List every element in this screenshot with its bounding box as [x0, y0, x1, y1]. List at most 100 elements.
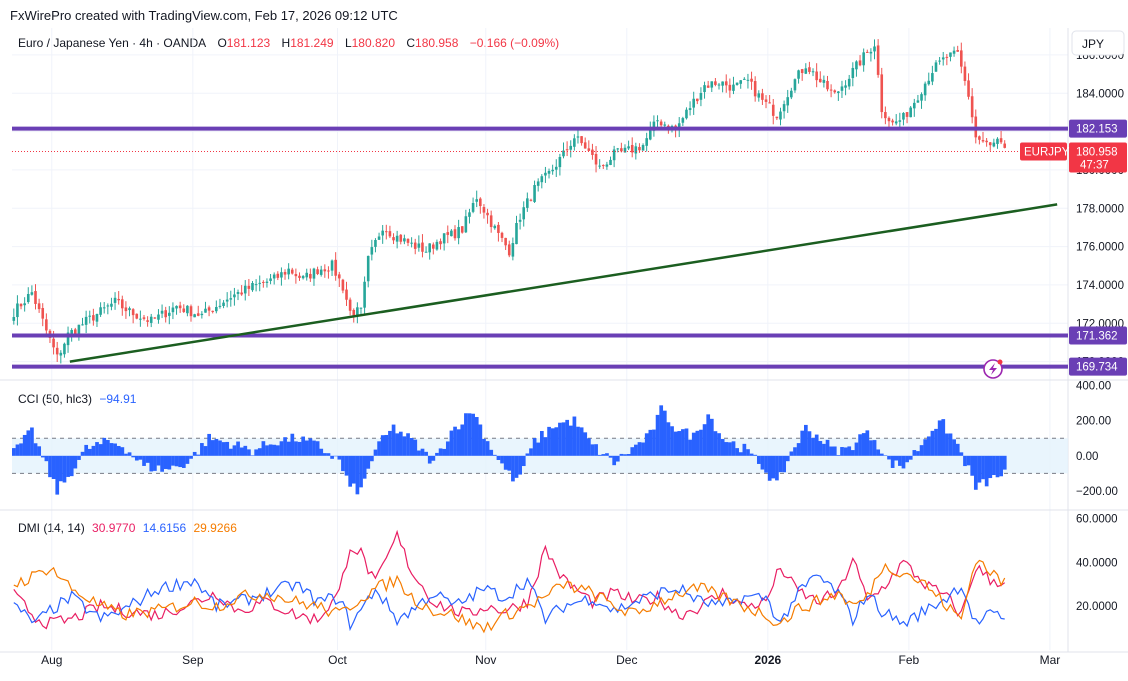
candle-body [63, 343, 66, 355]
candle-body [168, 312, 171, 316]
cci-bar [731, 441, 736, 456]
candle-body [301, 276, 305, 279]
cci-bar [706, 414, 711, 456]
candle-body [721, 81, 724, 86]
candle-body [558, 156, 562, 168]
cci-bar [746, 449, 750, 456]
cci-bar [384, 434, 389, 456]
cci-bar [232, 445, 237, 456]
price-legend: Euro / Japanese Yen · 4h · OANDA O181.12… [18, 36, 563, 50]
candle-body [710, 81, 714, 88]
open-value: O181.123 [217, 36, 274, 50]
candle-body [743, 78, 746, 80]
candle-body [876, 45, 880, 75]
candle-body [337, 274, 341, 279]
candle-body [178, 305, 182, 309]
price-tick-label: 174.0000 [1076, 280, 1124, 292]
candle-body [511, 243, 515, 257]
candle-body [529, 199, 533, 201]
cci-bar [547, 426, 551, 456]
level-tag-label: 171.362 [1076, 330, 1118, 342]
cci-bar [174, 455, 179, 467]
candle-body [193, 314, 196, 318]
cci-bar [134, 455, 139, 461]
currency-button[interactable]: JPY [1071, 30, 1125, 56]
candle-body [215, 306, 218, 312]
cci-bar [662, 410, 667, 456]
candle-body [623, 147, 627, 153]
candle-body [19, 303, 23, 307]
candle-body [482, 207, 486, 213]
candle-body [685, 109, 688, 119]
dmi-plus-value: 30.9770 [92, 521, 136, 535]
cci-pane[interactable] [12, 405, 1068, 495]
candle-body [779, 111, 782, 120]
cci-bar [326, 453, 331, 456]
candle-body [23, 303, 26, 306]
candle-body [392, 237, 395, 241]
candle-body [923, 83, 927, 96]
cci-bar [699, 429, 703, 456]
low-value: L180.820 [345, 36, 399, 50]
cci-bar [825, 439, 830, 456]
candle-body [77, 324, 81, 334]
price-pane[interactable] [12, 39, 1068, 369]
candle-body [269, 278, 272, 281]
cci-bar [276, 445, 280, 456]
cci-value: −94.91 [99, 392, 137, 406]
cci-bar [221, 442, 226, 456]
candle-body [822, 79, 826, 83]
cci-bar [427, 455, 432, 464]
candle-body [319, 269, 323, 275]
cci-bar [323, 453, 327, 456]
candle-body [840, 86, 844, 91]
cci-bar [854, 442, 859, 456]
cci-bar [713, 431, 718, 456]
candle-body [616, 148, 620, 150]
cci-bar [937, 420, 942, 456]
candle-body [356, 307, 359, 316]
cci-bar [297, 441, 302, 456]
cci-bar [793, 447, 797, 456]
change-value: −0.166 (−0.09%) [469, 36, 560, 50]
cci-bar [847, 446, 852, 456]
close-value: C180.958 [406, 36, 462, 50]
cci-bar [529, 448, 533, 456]
candle-body [374, 239, 377, 247]
cci-bar [966, 455, 971, 466]
cci-bar [916, 451, 920, 456]
candle-body [381, 230, 384, 236]
cci-bar [279, 441, 284, 456]
candle-body [757, 93, 761, 98]
cci-bar [630, 447, 635, 456]
cci-bar [659, 405, 664, 456]
candle-body [106, 305, 110, 307]
symbol-title[interactable]: Euro / Japanese Yen · 4h · OANDA [18, 36, 207, 50]
cci-bar [214, 438, 219, 456]
candle-body [988, 142, 992, 146]
lightning-icon[interactable] [983, 359, 1003, 379]
cci-bar [120, 447, 125, 456]
cci-bar [554, 427, 559, 456]
candle-body [851, 67, 855, 79]
cci-bar [55, 455, 60, 495]
candle-body [898, 120, 902, 122]
cci-bar [691, 432, 696, 456]
candle-body [428, 243, 431, 253]
candle-body [34, 291, 37, 304]
candle-body [334, 259, 337, 276]
cci-bar [901, 455, 906, 469]
cci-bar [290, 433, 295, 456]
candle-body [247, 285, 251, 289]
cci-bar [514, 455, 519, 478]
cci-bar [471, 413, 475, 456]
candle-body [905, 112, 909, 117]
cci-bar [684, 428, 689, 456]
candle-body [117, 298, 120, 301]
candle-body [370, 247, 374, 255]
candle-body [746, 79, 750, 81]
cci-bar [785, 455, 790, 462]
dmi-pane[interactable] [13, 529, 1006, 634]
cci-legend[interactable]: CCI (50, hlc3) −94.91 [18, 392, 140, 406]
